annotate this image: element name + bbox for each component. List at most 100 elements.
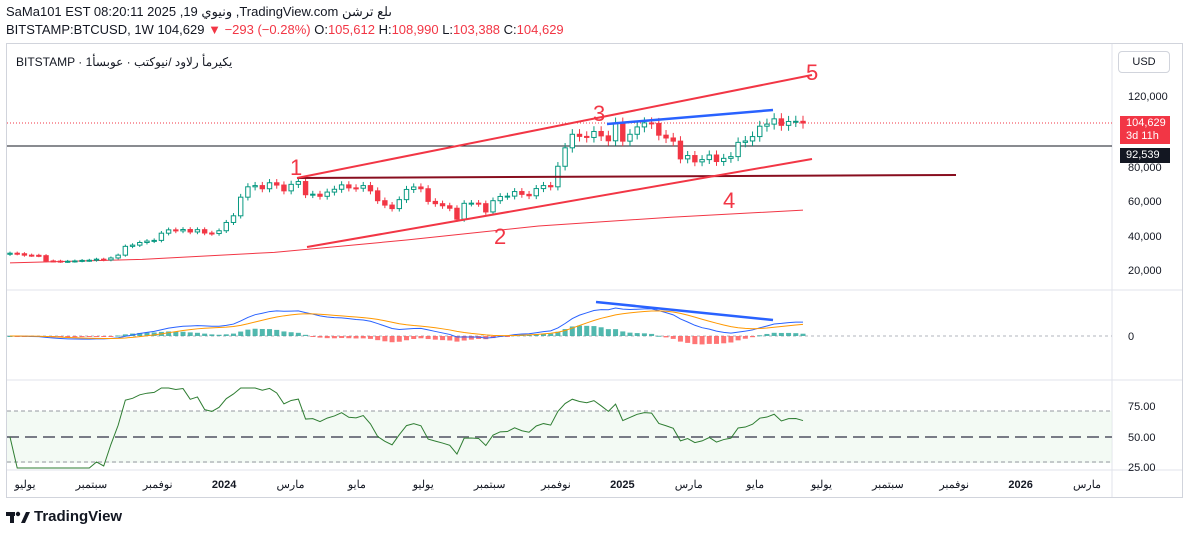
candle-body (598, 130, 604, 137)
candle-body (468, 202, 475, 205)
candle-body (656, 122, 662, 136)
candle (728, 152, 734, 163)
candle (418, 183, 424, 193)
candle (230, 213, 237, 226)
trendline-support-horizontal[interactable] (296, 174, 957, 179)
macd-histogram-bar (613, 329, 619, 336)
candle-body (216, 230, 222, 235)
currency-button[interactable]: USD (1118, 51, 1170, 73)
trendline-upper-channel[interactable] (296, 74, 813, 179)
time-tick-label: نوفمبر (938, 479, 969, 491)
trendline-lower-channel[interactable] (306, 158, 813, 248)
candle (144, 239, 150, 245)
candle (389, 202, 395, 212)
macd-histogram-bar (108, 336, 114, 337)
macd-histogram-bar (591, 326, 597, 336)
legend-high: 108,990 (391, 22, 439, 37)
candle-body (562, 147, 568, 167)
wave-label-5[interactable]: 5 (806, 60, 818, 85)
candle-body (223, 221, 229, 232)
legend-low-label: L: (442, 22, 454, 37)
time-tick-label: يوليو (810, 479, 832, 491)
macd-histogram-bar (230, 333, 236, 336)
candle (771, 113, 777, 130)
macd-histogram-bar (137, 332, 143, 336)
candle-body (367, 185, 374, 192)
candle (43, 254, 49, 263)
candle (403, 185, 410, 203)
macd-histogram-bar (353, 336, 359, 339)
candle-body (728, 156, 734, 159)
time-tick-label: مارس (675, 479, 703, 491)
macd-histogram-bar (375, 336, 381, 341)
candle-body (57, 260, 64, 263)
macd-histogram-bar (454, 336, 460, 342)
candle-body (591, 130, 597, 138)
candle-body (584, 135, 590, 138)
candle (137, 240, 143, 247)
candle-body (511, 191, 518, 197)
candle (576, 129, 583, 142)
candle (447, 202, 453, 212)
last-price-badge: 104,629 3d 11h (1120, 116, 1170, 144)
candle-body (295, 181, 302, 185)
macd-histogram-bar (389, 336, 395, 343)
macd-histogram-bar (72, 336, 78, 338)
macd-histogram-bar (115, 335, 121, 337)
candle-body (800, 120, 806, 124)
candle-body (706, 154, 712, 161)
candle (475, 200, 482, 207)
candle-body (742, 140, 749, 143)
macd-histogram-bar (202, 333, 208, 336)
macd-histogram-bar (122, 334, 128, 336)
time-axis[interactable]: يوليو سبتمبر نوفمبر 2024 مارس مايو يوليو سبتمبر… (13, 479, 1101, 491)
macd-signal-line (9, 310, 804, 339)
wave-label-3[interactable]: 3 (593, 101, 605, 126)
candle-body (72, 260, 78, 263)
candle-body (648, 122, 655, 125)
candle (331, 185, 338, 196)
macd-histogram-bar (447, 336, 453, 341)
macd-histogram-bar (360, 336, 366, 339)
macd-histogram-bar (548, 333, 554, 336)
candle-body (612, 122, 619, 142)
bar-countdown: 3d 11h (1126, 130, 1159, 142)
candle-body (310, 193, 316, 196)
tradingview-logo[interactable]: TradingView (6, 508, 122, 525)
divergence-line-price[interactable] (606, 108, 774, 126)
candle-body (411, 186, 417, 190)
wave-label-1[interactable]: 1 (290, 155, 302, 180)
candle (302, 177, 309, 199)
macd-histogram-bar (771, 332, 777, 336)
macd-histogram-bar (461, 336, 467, 341)
candle-body (670, 137, 676, 142)
macd-histogram-bar (663, 336, 669, 338)
candle (533, 185, 539, 200)
candle (266, 179, 273, 193)
candle-body (180, 228, 186, 232)
down-arrow-icon: ▼ (208, 22, 221, 37)
candle-body (418, 186, 424, 190)
candle-body (692, 155, 698, 163)
time-tick-label: سبتمبر (871, 479, 904, 491)
legend-low: 103,388 (453, 22, 501, 37)
candle-body (144, 240, 150, 243)
time-tick-label: يوليو (13, 479, 35, 491)
wave-label-2[interactable]: 2 (494, 224, 506, 249)
candle-body (677, 140, 684, 160)
level-price-badge: 92,539 (1120, 148, 1170, 163)
candle (605, 130, 612, 146)
macd-histogram-bar (310, 336, 316, 337)
macd-histogram-bar (194, 332, 200, 336)
wave-label-4[interactable]: 4 (723, 188, 735, 213)
candle (569, 129, 576, 153)
last-price-value: 104,629 (1126, 117, 1166, 129)
candle (562, 143, 568, 171)
candle-body (173, 229, 179, 232)
candle (28, 253, 35, 257)
candle (684, 151, 691, 164)
candle (511, 188, 518, 200)
candle (468, 200, 475, 207)
divergence-line-macd[interactable] (595, 300, 774, 322)
